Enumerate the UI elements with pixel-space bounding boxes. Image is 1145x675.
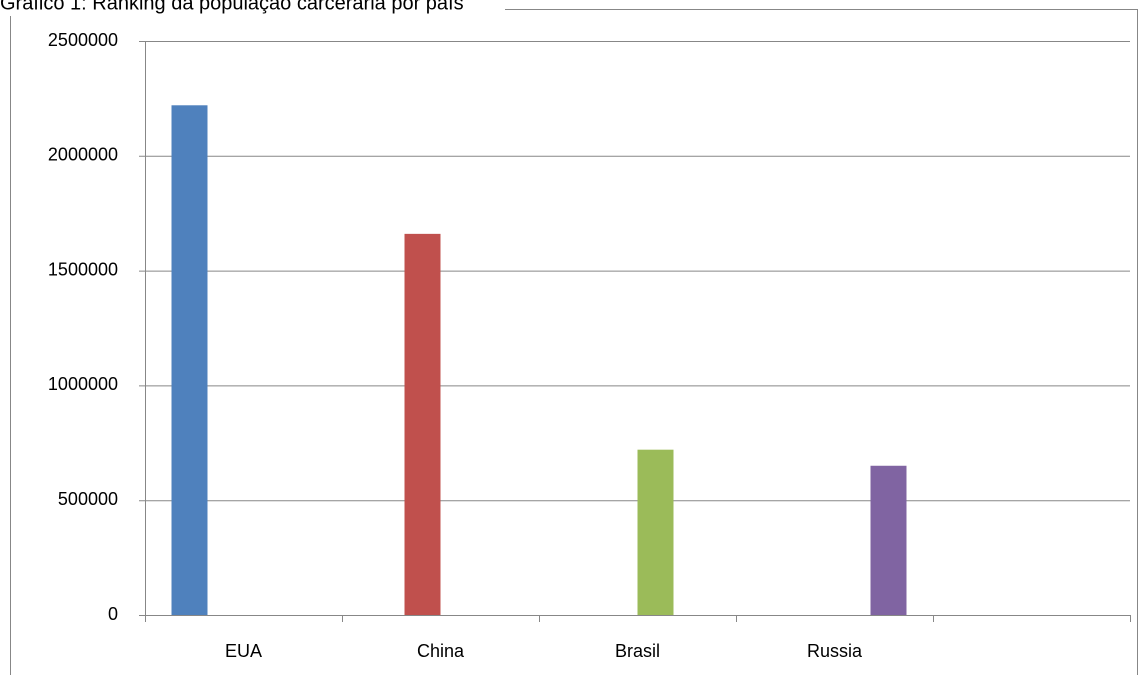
y-tick-label: 1500000 (48, 259, 118, 279)
bar (171, 105, 208, 616)
x-tick-label: Russia (807, 641, 863, 661)
x-tick-label: China (417, 641, 465, 661)
y-tick-label: 2000000 (48, 145, 118, 165)
chart-title: Gráfico 1: Ranking da população carcerár… (0, 0, 464, 14)
y-tick-label: 1000000 (48, 374, 118, 394)
x-tick-label: EUA (225, 641, 262, 661)
bar (870, 465, 907, 615)
y-tick-label: 2500000 (48, 30, 118, 50)
y-tick-label: 500000 (58, 489, 118, 509)
title-background (0, 0, 505, 16)
bar (637, 449, 674, 615)
bar (404, 233, 441, 615)
y-tick-label: 0 (108, 604, 118, 624)
x-tick-label: Brasil (615, 641, 660, 661)
